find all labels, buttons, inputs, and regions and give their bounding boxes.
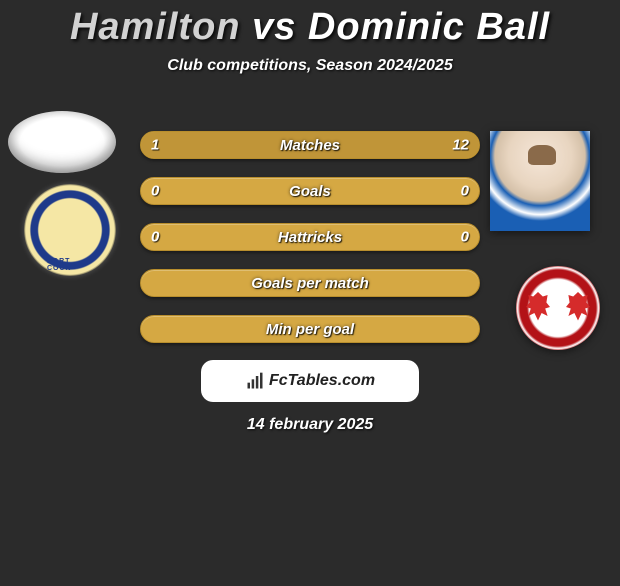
stat-row: Min per goal	[140, 315, 480, 343]
stat-row: Goals per match	[140, 269, 480, 297]
stat-value-left: 0	[151, 229, 159, 246]
player2-portrait	[490, 131, 590, 231]
stats-container: Matches 1 12 Goals 0 0 Hattricks 0 0 Goals per ma…	[140, 131, 480, 361]
vs-text: vs	[252, 6, 296, 48]
stat-value-left: 1	[151, 137, 159, 154]
brand-chart-icon	[245, 371, 265, 391]
stat-value-left: 0	[151, 183, 159, 200]
player2-name: Dominic Ball	[308, 6, 550, 48]
stat-label: Goals	[289, 183, 331, 200]
stat-label: Min per goal	[266, 321, 354, 338]
player1-club-crest	[24, 184, 116, 276]
comparison-title: Hamilton vs Dominic Ball	[0, 6, 620, 49]
player1-portrait	[8, 111, 116, 173]
stat-value-right: 0	[461, 183, 469, 200]
brand-text: FcTables.com	[269, 372, 375, 390]
stat-row: Hattricks 0 0	[140, 223, 480, 251]
stat-value-right: 12	[452, 137, 469, 154]
date-text: 14 february 2025	[0, 416, 620, 434]
stat-label: Goals per match	[251, 275, 369, 292]
player2-club-crest	[516, 266, 600, 350]
stat-row: Matches 1 12	[140, 131, 480, 159]
brand-box: FcTables.com	[201, 360, 419, 402]
stat-value-right: 0	[461, 229, 469, 246]
stat-label: Matches	[280, 137, 340, 154]
subtitle: Club competitions, Season 2024/2025	[0, 57, 620, 75]
stat-label: Hattricks	[278, 229, 342, 246]
player1-name: Hamilton	[70, 6, 241, 48]
stat-row: Goals 0 0	[140, 177, 480, 205]
